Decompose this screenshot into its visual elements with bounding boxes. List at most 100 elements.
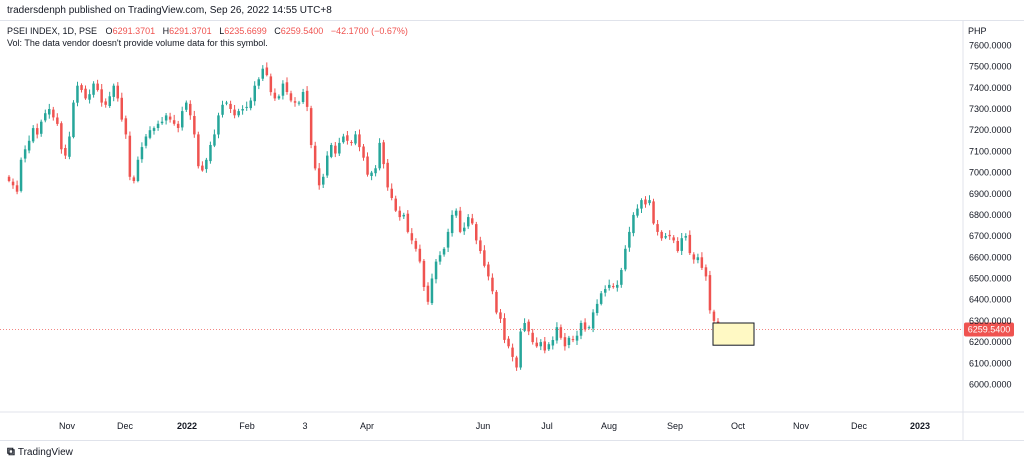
candle	[205, 157, 208, 173]
candle	[543, 337, 546, 354]
time-axis[interactable]: Nov Dec 2022 Feb 3 Apr Jun Jul Aug Sep Oct Nov Dec 20…	[59, 421, 930, 431]
candle	[446, 228, 450, 252]
candle	[523, 318, 526, 333]
candle	[36, 123, 39, 139]
candle	[527, 319, 530, 336]
candle	[640, 198, 643, 213]
candle	[571, 335, 575, 343]
candle	[620, 267, 623, 288]
candle	[253, 81, 256, 106]
candle	[632, 212, 635, 237]
candle	[515, 355, 518, 371]
time-tick-label: Jul	[541, 421, 553, 431]
time-tick-label: Dec	[117, 421, 134, 431]
footer: ⧉ TradingView	[0, 440, 1024, 462]
candle	[430, 273, 434, 305]
candle	[531, 328, 534, 345]
candle	[559, 324, 563, 340]
legend-close-label: C	[274, 26, 281, 36]
candle	[257, 77, 260, 90]
candle	[64, 144, 67, 159]
candle	[23, 145, 27, 163]
candle	[599, 291, 603, 306]
candle	[176, 120, 180, 133]
candle	[326, 151, 329, 178]
overlay-layer: 6259.5400	[0, 322, 1014, 346]
candle	[595, 299, 599, 316]
candle	[237, 108, 240, 118]
candle	[56, 113, 59, 126]
publisher-bar: tradersdenph published on TradingView.co…	[0, 0, 1024, 21]
candle	[539, 339, 542, 351]
candle	[181, 106, 184, 131]
candle	[334, 142, 337, 158]
candle	[100, 84, 103, 107]
candle	[277, 94, 281, 100]
candle	[660, 230, 663, 241]
candle	[575, 330, 579, 345]
price-chart[interactable]: PSEI INDEX, 1D, PSE O6291.3701 H6291.370…	[0, 20, 1024, 440]
time-tick-label: Aug	[601, 421, 617, 431]
candle	[382, 139, 385, 169]
candle	[499, 309, 502, 323]
legend-open: 6291.3701	[113, 26, 156, 36]
candle	[317, 163, 321, 190]
candle	[144, 134, 148, 149]
candle	[438, 251, 442, 265]
price-tick-label: 7600.0000	[969, 40, 1012, 50]
candle	[487, 261, 490, 281]
candle	[68, 131, 71, 160]
candle	[104, 98, 107, 108]
candle	[217, 112, 220, 139]
candle	[692, 252, 696, 264]
time-tick-label: 2022	[177, 421, 197, 431]
candle	[604, 285, 607, 297]
highlight-box[interactable]	[712, 322, 755, 346]
price-axis[interactable]: 7600.0000 7500.0000 7400.0000 7300.0000 7200…	[969, 40, 1012, 389]
legend-low-label: L	[219, 26, 224, 36]
candle	[535, 337, 538, 348]
candle	[398, 206, 401, 221]
candle	[225, 100, 228, 106]
time-tick-label: Feb	[239, 421, 255, 431]
price-tick-label: 6200.0000	[969, 337, 1012, 347]
tradingview-logo[interactable]: ⧉ TradingView	[7, 445, 73, 459]
candle	[467, 214, 470, 229]
candle	[92, 81, 95, 98]
candle	[112, 83, 115, 102]
candle	[386, 159, 389, 191]
candle	[636, 204, 639, 218]
tradingview-brand: TradingView	[17, 446, 73, 458]
candle	[233, 105, 236, 119]
time-tick-label: Sep	[667, 421, 683, 431]
candle	[422, 259, 426, 291]
legend-high-label: H	[163, 26, 170, 36]
candle	[483, 245, 486, 268]
legend-change: −42.1700 (−0.67%)	[331, 26, 408, 36]
candle	[591, 309, 595, 333]
candle	[156, 120, 160, 131]
candle	[628, 226, 631, 252]
candle	[309, 105, 313, 149]
price-tick-label: 6700.0000	[969, 231, 1012, 241]
last-price-label: 6259.5400	[968, 325, 1011, 335]
candle	[410, 228, 414, 245]
candle	[491, 273, 494, 295]
candle	[704, 264, 708, 281]
candle	[124, 115, 128, 139]
candle	[350, 140, 353, 146]
candle	[297, 100, 301, 106]
candle	[189, 100, 192, 120]
candle	[442, 247, 446, 257]
price-tick-label: 6300.0000	[969, 316, 1012, 326]
legend-high: 6291.3701	[169, 26, 212, 36]
candle	[289, 90, 293, 103]
candle	[72, 100, 75, 139]
candle	[567, 335, 571, 349]
candle	[354, 131, 357, 146]
candle	[507, 336, 510, 349]
candle	[342, 133, 345, 144]
candle	[503, 313, 506, 344]
price-tick-label: 7000.0000	[969, 168, 1012, 178]
candle	[120, 92, 123, 122]
